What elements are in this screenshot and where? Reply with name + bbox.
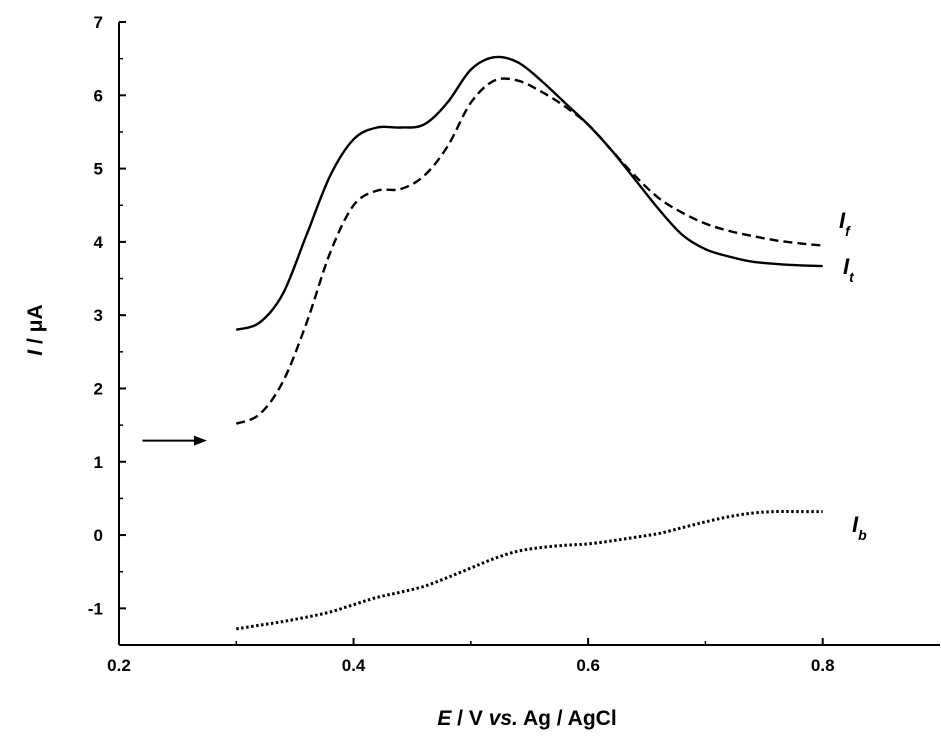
x-tick-label: 0.4: [342, 656, 366, 675]
chart-ticks: 0.2 0.4 0.6 0.8 -1 0 1 2 3 4 5 6 7: [88, 13, 835, 675]
y-tick-label: 3: [94, 306, 103, 325]
y-tick-label: 4: [94, 233, 104, 252]
x-tick-label: 0.2: [107, 656, 131, 675]
series-line-t: [235, 55, 823, 331]
series-label-f: If: [839, 208, 851, 239]
y-tick-label: 6: [94, 86, 103, 105]
series-label-subscript: t: [849, 269, 855, 285]
series-label-subscript: f: [845, 223, 851, 239]
series-label-subscript: b: [858, 527, 867, 543]
chart-series-labels: It If Ib: [839, 208, 867, 543]
series-label-t: It: [843, 254, 855, 285]
axis-title-part: / μA: [24, 304, 47, 350]
axis-title-part: vs.: [489, 707, 518, 730]
x-axis-title: E / V vs. Ag / AgCl: [437, 707, 616, 730]
y-axis-title: I / μA: [24, 304, 47, 355]
x-tick-label: 0.6: [576, 656, 600, 675]
chart-axes: [118, 22, 940, 646]
axis-title-part: Ag / AgCl: [518, 707, 617, 730]
series-line-f: [235, 77, 823, 425]
axis-title-part: I: [24, 349, 47, 356]
axis-title-part: E: [437, 707, 452, 730]
axis-title-part: / V: [451, 707, 488, 730]
y-tick-label: 5: [94, 160, 103, 179]
x-tick-label: 0.8: [811, 656, 835, 675]
y-tick-label: 0: [94, 526, 103, 545]
y-tick-label: 7: [94, 13, 103, 32]
chart-series: [235, 55, 823, 631]
series-line-b: [236, 510, 823, 631]
y-tick-label: 1: [94, 453, 103, 472]
y-tick-label: 2: [94, 379, 103, 398]
series-label-b: Ib: [852, 512, 867, 543]
annotation-arrow: [142, 435, 207, 446]
arrow-head: [193, 435, 207, 446]
y-tick-label: -1: [88, 599, 103, 618]
